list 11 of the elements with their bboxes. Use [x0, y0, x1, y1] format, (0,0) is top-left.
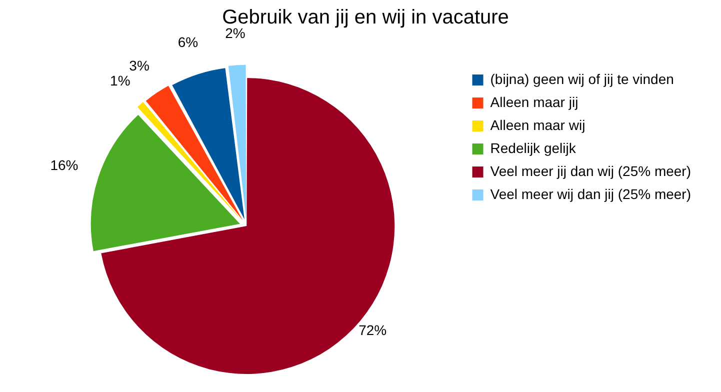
data-label: 1% — [110, 72, 130, 88]
legend-label: Veel meer jij dan wij (25% meer) — [490, 162, 692, 179]
data-label: 3% — [129, 58, 150, 74]
legend-label: (bijna) geen wij of jij te vinden — [490, 70, 674, 87]
data-label: 72% — [358, 322, 387, 338]
legend-label: Alleen maar wij — [490, 116, 586, 133]
legend-label: Redelijk gelijk — [490, 140, 577, 156]
data-label: 6% — [178, 34, 198, 50]
legend-label: Veel meer wij dan jij (25% meer) — [490, 186, 692, 202]
data-label: 16% — [50, 156, 78, 173]
legend-label: Alleen maar jij — [490, 94, 578, 110]
